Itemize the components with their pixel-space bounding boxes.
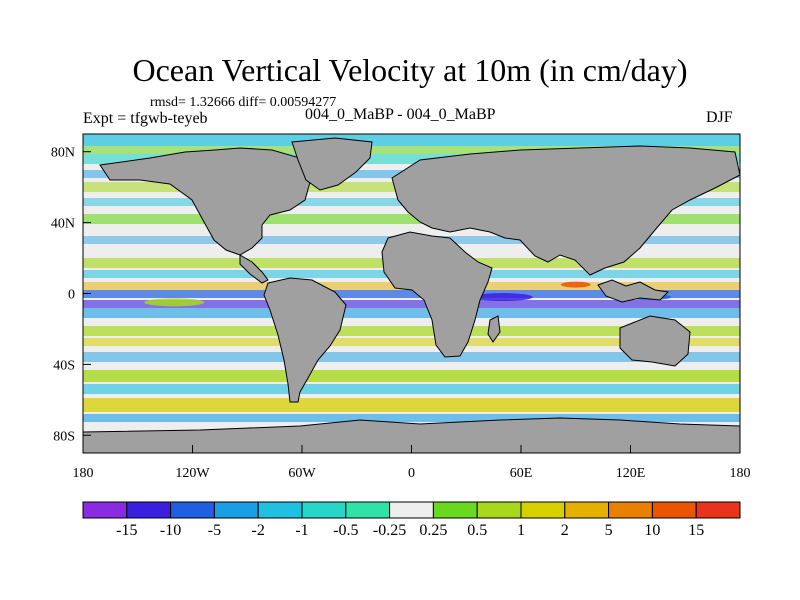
south-america xyxy=(263,277,347,403)
colorbar-box xyxy=(608,501,653,519)
colorbar-label: 0.5 xyxy=(467,522,487,539)
field-band xyxy=(83,290,740,298)
field-patch xyxy=(560,281,591,288)
colorbar-box xyxy=(126,501,172,519)
colorbar-label: -5 xyxy=(208,522,221,539)
north-america xyxy=(99,147,313,256)
maritime-asia xyxy=(597,279,670,303)
plot-title: Ocean Vertical Velocity at 10m (in cm/da… xyxy=(132,52,688,88)
axis-ticks: 180 120W 60W 0 60E 120E 180 80N 40N 0 40S 80S xyxy=(51,146,751,481)
field-band xyxy=(83,154,740,164)
y-tick-label: 80N xyxy=(51,146,75,161)
colorbar-label: 15 xyxy=(688,522,704,539)
colorbar-label: -1 xyxy=(295,522,308,539)
field-band xyxy=(83,384,740,394)
colorbar-label: 10 xyxy=(644,522,660,539)
colorbar-box xyxy=(520,501,566,519)
australia xyxy=(619,315,691,367)
x-tick-label: 180 xyxy=(730,466,751,481)
x-tick-label: 60W xyxy=(288,466,316,481)
field-band xyxy=(83,308,740,318)
colorbar-box xyxy=(389,501,434,519)
x-tick-label: 180 xyxy=(73,466,94,481)
colorbar-box xyxy=(170,501,215,519)
colorbar-label: 0.25 xyxy=(419,522,447,539)
colorbar-label: -15 xyxy=(116,522,137,539)
antarctica xyxy=(83,417,740,453)
x-tick-label: 120W xyxy=(175,466,210,481)
y-tick-label: 80S xyxy=(53,429,75,444)
colorbar-box xyxy=(432,501,478,519)
x-tick-label: 0 xyxy=(408,466,415,481)
x-tick-label: 120E xyxy=(616,466,646,481)
field-patch xyxy=(472,293,533,302)
stats-line: rmsd= 1.32666 diff= 0.00594277 xyxy=(150,95,337,110)
colorbar-label: -0.25 xyxy=(373,522,406,539)
experiment-label: Expt = tfgwb-teyeb xyxy=(83,110,208,127)
field-band xyxy=(83,414,740,422)
land-masses xyxy=(83,137,740,453)
field-patch xyxy=(144,298,205,307)
colorbar-box xyxy=(301,501,347,519)
colorbar-box xyxy=(257,501,303,519)
colorbar: -15 -10 -5 -2 -1 -0.5 -0.25 0.25 0.5 1 2 5 10 15 xyxy=(82,501,741,539)
colorbar-label: 1 xyxy=(517,522,525,539)
colorbar-label: 2 xyxy=(561,522,569,539)
season-label: DJF xyxy=(706,109,733,126)
field-band xyxy=(83,370,740,382)
colorbar-label: 5 xyxy=(605,522,613,539)
colorbar-box xyxy=(476,501,522,519)
field-band xyxy=(83,214,740,224)
colorbar-label: -2 xyxy=(252,522,265,539)
madagascar xyxy=(487,315,501,343)
field-band xyxy=(83,300,740,308)
velocity-field xyxy=(83,134,740,453)
y-tick-label: 0 xyxy=(68,288,75,303)
africa xyxy=(381,231,493,358)
field-band xyxy=(83,134,740,146)
field-band xyxy=(83,338,740,346)
x-tick-label: 60E xyxy=(510,466,533,481)
field-band xyxy=(83,352,740,362)
colorbar-box xyxy=(345,501,391,519)
colorbar-box xyxy=(695,501,741,519)
eurasia xyxy=(391,145,740,276)
central-america xyxy=(239,254,269,284)
field-band xyxy=(83,326,740,336)
field-band xyxy=(83,398,740,412)
colorbar-box xyxy=(651,501,697,519)
colorbar-box xyxy=(82,501,128,519)
field-band xyxy=(83,146,740,154)
y-tick-label: 40N xyxy=(51,217,75,232)
colorbar-box xyxy=(213,501,259,519)
colorbar-label: -0.5 xyxy=(333,522,358,539)
y-tick-label: 40S xyxy=(53,358,75,373)
greenland xyxy=(291,137,373,191)
colorbar-label: -10 xyxy=(160,522,181,539)
difference-label: 004_0_MaBP - 004_0_MaBP xyxy=(305,106,496,123)
colorbar-box xyxy=(564,501,610,519)
